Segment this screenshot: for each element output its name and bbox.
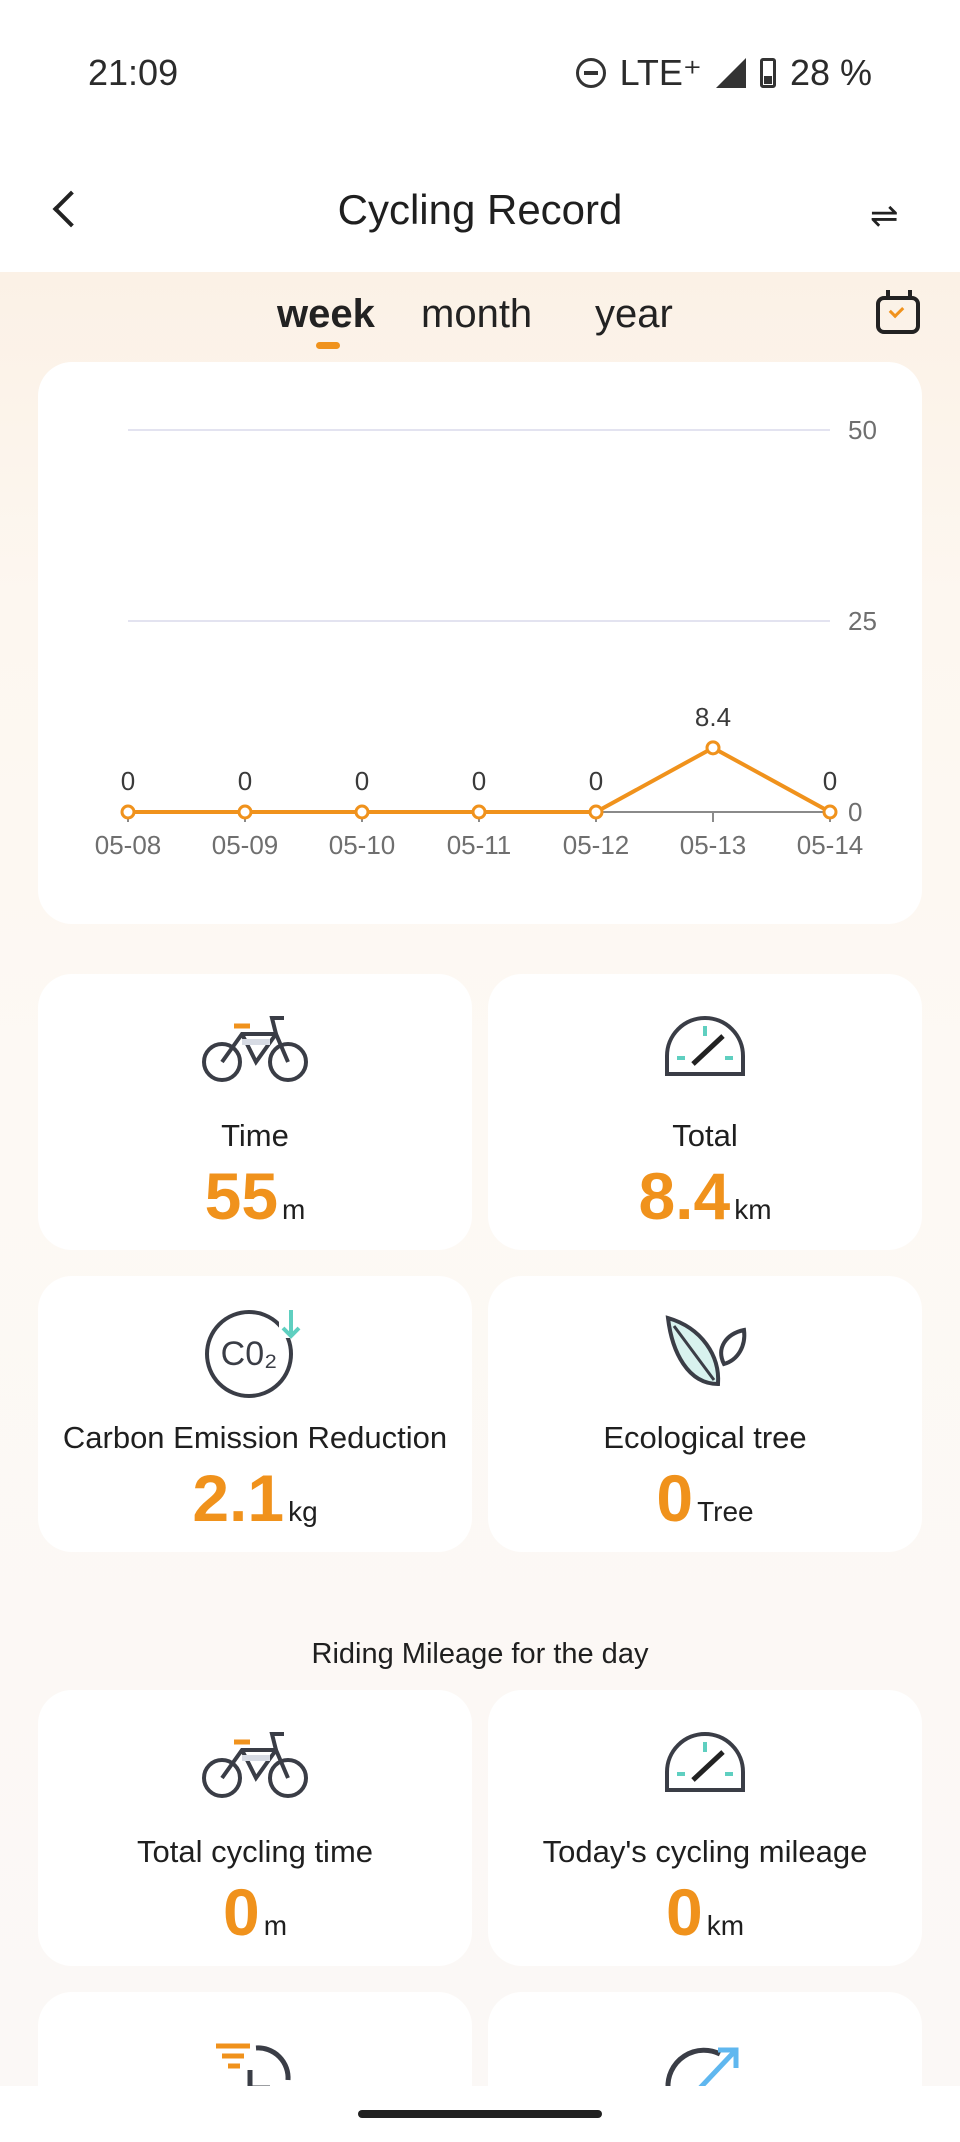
page-title: Cycling Record	[337, 186, 623, 233]
calendar-icon[interactable]	[876, 290, 920, 334]
stat-label: Time	[221, 1118, 289, 1153]
y-tick-label: 50	[848, 415, 877, 445]
y-tick-label: 25	[848, 606, 877, 636]
tab-week[interactable]: week	[277, 292, 375, 336]
stat-card-total: Total 8.4 km	[488, 974, 922, 1250]
stat-value: 0 km	[665, 1875, 745, 1949]
stat-card-time: Time 55 m	[38, 974, 472, 1250]
tab-month[interactable]: month	[421, 292, 533, 336]
data-point	[705, 740, 721, 756]
battery-level: 28 %	[789, 52, 872, 93]
home-indicator[interactable]	[358, 2110, 602, 2118]
data-point	[120, 804, 136, 820]
stat-value: 0 Tree	[656, 1461, 754, 1535]
data-point	[237, 804, 253, 820]
stat-value: 2.1 kg	[192, 1461, 318, 1535]
mileage-chart: 50 25 0 05-08 05-09 05-10 05-11 05-12 05-13 05-14…	[95, 415, 877, 860]
network-label: LTE⁺	[619, 52, 702, 93]
stat-card-tree: Ecological tree 0 Tree	[488, 1276, 922, 1552]
x-tick-label: 05-14	[797, 830, 864, 860]
x-tick-label: 05-08	[95, 830, 162, 860]
tab-year[interactable]: year	[595, 292, 673, 336]
data-label: 8.4	[695, 702, 731, 732]
speedometer-icon	[663, 1728, 747, 1803]
bicycle-icon	[200, 1012, 310, 1089]
status-icons: LTE⁺ 28 %	[575, 52, 872, 94]
stat-label: Total cycling time	[136, 1834, 374, 1869]
leaf-icon	[660, 1312, 750, 1397]
x-tick-label: 05-09	[212, 830, 279, 860]
section-title: Riding Mileage for the day	[311, 1638, 649, 1670]
data-point	[471, 804, 487, 820]
period-tabs: week month year	[0, 292, 960, 352]
x-tick-label: 05-11	[447, 830, 512, 860]
status-time: 21:09	[88, 52, 179, 93]
stat-label: Carbon Emission Reduction	[62, 1420, 448, 1455]
chart-card: 50 25 0 05-08 05-09 05-10 05-11 05-12 05-13 05-14…	[38, 362, 922, 924]
x-tick-label: 05-12	[563, 830, 630, 860]
stat-value: 55 m	[204, 1159, 306, 1233]
data-label: 0	[238, 766, 252, 796]
stat-label: Total	[672, 1118, 738, 1153]
x-tick-label: 05-13	[680, 830, 747, 860]
speedometer-icon	[663, 1012, 747, 1087]
svg-text:C0₂: C0₂	[221, 1335, 278, 1373]
active-tab-indicator	[316, 342, 340, 349]
max-speed-icon	[665, 2047, 739, 2090]
signal-icon	[715, 58, 746, 88]
stat-card-carbon: C0₂ Carbon Emission Reduction 2.1 kg	[38, 1276, 472, 1552]
data-label: 0	[472, 766, 486, 796]
data-point	[822, 804, 838, 820]
data-label: 0	[823, 766, 837, 796]
battery-icon	[759, 58, 776, 88]
daily-card-mileage: Today's cycling mileage 0 km	[488, 1690, 922, 1966]
stat-label: Ecological tree	[603, 1420, 807, 1455]
x-tick-label: 05-10	[329, 830, 396, 860]
app-header	[0, 150, 960, 272]
data-label: 0	[355, 766, 369, 796]
data-label: 0	[589, 766, 603, 796]
stat-label: Today's cycling mileage	[542, 1834, 868, 1869]
data-label: 0	[121, 766, 135, 796]
co2-icon: C0₂	[203, 1308, 307, 1405]
data-point	[354, 804, 370, 820]
bicycle-icon	[200, 1728, 310, 1805]
switch-icon[interactable]: ⇌	[870, 197, 899, 235]
y-tick-label: 0	[848, 797, 862, 827]
do-not-disturb-icon	[575, 58, 606, 88]
data-point	[588, 804, 604, 820]
stat-value: 8.4 km	[638, 1159, 772, 1233]
